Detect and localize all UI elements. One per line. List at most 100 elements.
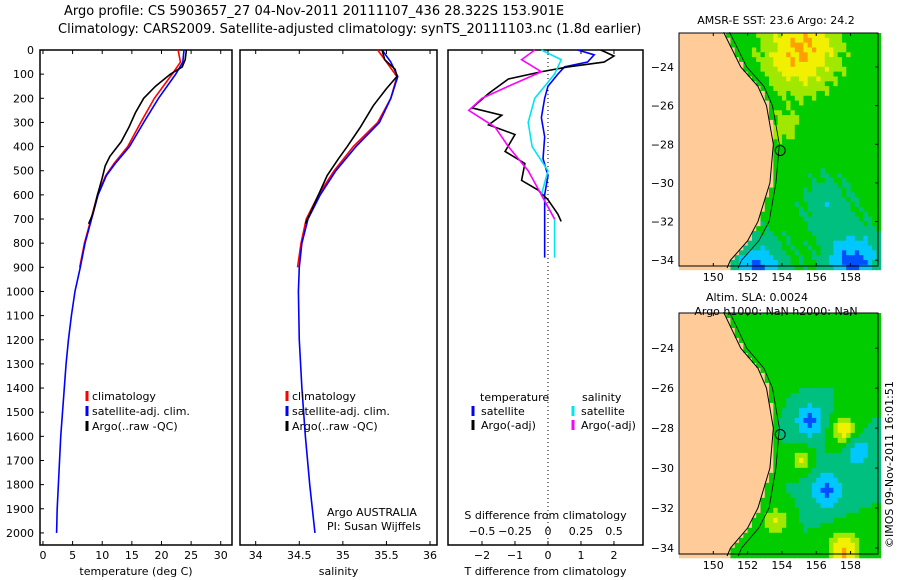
map-cell	[876, 342, 882, 349]
map-cell	[769, 221, 774, 227]
map-cell	[833, 235, 839, 242]
map-cell	[700, 206, 706, 213]
map-cell	[807, 367, 813, 374]
map-cell	[679, 542, 684, 549]
map-cell	[691, 119, 697, 126]
map-cell	[760, 163, 766, 169]
map-cell	[700, 245, 706, 251]
map-cell	[709, 216, 714, 222]
map-cell	[739, 432, 744, 439]
map-cell	[713, 452, 719, 459]
map-cell	[781, 187, 787, 193]
map-cell	[863, 81, 869, 87]
map-cell	[816, 372, 822, 379]
map-cell	[743, 100, 749, 106]
map-cell	[679, 57, 684, 63]
map-cell	[790, 124, 796, 131]
map-cell	[730, 472, 736, 479]
lon-tick-label: 156	[806, 271, 827, 284]
map-cell	[679, 255, 684, 261]
map-cell	[833, 472, 839, 479]
map-cell	[679, 532, 684, 539]
map-cell	[807, 173, 813, 179]
map-cell	[717, 457, 723, 464]
map-cell	[841, 37, 847, 44]
map-cell	[863, 148, 869, 155]
map-cell	[730, 148, 736, 155]
map-cell	[841, 187, 847, 193]
map-cell	[734, 447, 740, 454]
map-cell	[820, 467, 826, 474]
map-cell	[717, 387, 723, 394]
map-cell	[679, 47, 684, 53]
map-cell	[820, 211, 826, 218]
map-cell	[721, 37, 727, 44]
map-cell	[704, 357, 710, 364]
map-cell	[691, 472, 697, 479]
map-cell	[696, 517, 701, 524]
map-cell	[794, 552, 800, 559]
map-cell	[777, 124, 783, 131]
map-cell	[709, 66, 714, 73]
map-cell	[829, 417, 834, 424]
map-cell	[841, 522, 847, 529]
map-cell	[820, 148, 826, 155]
map-cell	[696, 264, 701, 271]
map-cell	[730, 42, 736, 48]
map-cell	[850, 492, 856, 499]
map-cell	[829, 182, 834, 189]
map-cell	[747, 487, 753, 494]
map-cell	[730, 322, 736, 329]
map-cell	[811, 235, 817, 242]
map-cell	[709, 317, 714, 324]
map-cell	[876, 37, 882, 44]
map-cell	[850, 377, 856, 384]
map-cell	[786, 317, 792, 324]
map-cell	[700, 61, 706, 68]
map-cell	[704, 86, 710, 92]
map-cell	[807, 352, 813, 359]
map-cell	[756, 377, 761, 384]
map-cell	[811, 317, 817, 324]
map-cell	[871, 187, 877, 193]
map-cell	[756, 357, 761, 364]
map-cell	[756, 182, 761, 189]
map-cell	[777, 42, 783, 48]
map-cell	[704, 105, 710, 111]
map-cell	[799, 357, 804, 364]
map-cell	[799, 81, 804, 87]
map-cell	[696, 447, 701, 454]
map-cell	[721, 422, 727, 429]
map-cell	[799, 52, 804, 58]
map-cell	[709, 492, 714, 499]
map-cell	[850, 412, 856, 419]
map-cell	[841, 322, 847, 329]
map-cell	[687, 497, 693, 504]
map-cell	[807, 129, 813, 135]
map-cell	[871, 250, 877, 256]
map-cell	[841, 407, 847, 414]
map-cell	[717, 168, 723, 174]
panel-frame-2	[239, 49, 438, 546]
map-cell	[854, 362, 860, 369]
map-cell	[854, 57, 860, 63]
map-cell	[687, 313, 693, 319]
map-cell	[876, 547, 882, 554]
map-cell	[734, 119, 740, 126]
map-cell	[739, 537, 744, 544]
map-cell	[679, 417, 684, 424]
map-cell	[751, 90, 757, 97]
map-cell	[721, 158, 727, 164]
map-cell	[803, 202, 809, 208]
map-cell	[773, 42, 779, 48]
map-cell	[760, 552, 766, 559]
map-cell	[734, 477, 740, 484]
map-cell	[691, 216, 697, 222]
map-cell	[756, 337, 761, 344]
map-cell	[833, 148, 839, 155]
map-cell	[721, 115, 727, 121]
map-cell	[747, 100, 753, 106]
map-cell	[837, 472, 843, 479]
map-cell	[790, 57, 796, 63]
map-cell	[794, 144, 800, 150]
